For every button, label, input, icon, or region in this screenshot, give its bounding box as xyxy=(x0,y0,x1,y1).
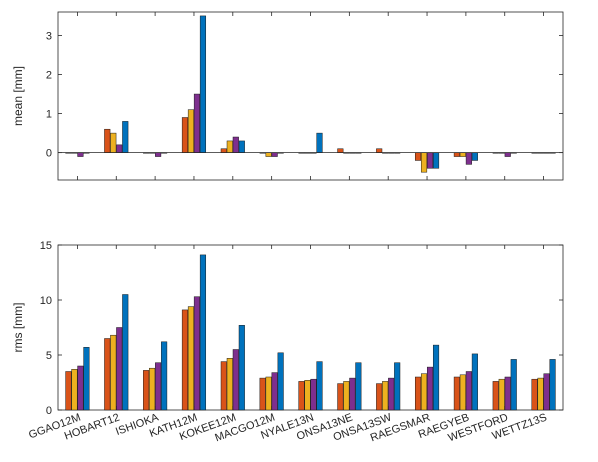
rms-bar-ishioka-s3 xyxy=(155,362,162,411)
rms-bar-raegsmar-s3 xyxy=(426,366,434,411)
mean-bar-ishioka-s3 xyxy=(155,152,162,157)
mean-bar-kath12m-s4 xyxy=(199,15,207,153)
rms-bar-nyale13n-s2 xyxy=(304,380,311,411)
rms-bar-ishioka-s1 xyxy=(143,370,150,411)
rms-bar-raegyeb-s2 xyxy=(459,374,466,411)
rms-bar-hobart12-s3 xyxy=(116,327,123,411)
rms-bar-hobart12-s1 xyxy=(104,338,111,411)
mean-bar-raegyeb-s3 xyxy=(465,152,472,165)
rms-bar-hobart12-s4 xyxy=(122,294,129,411)
rms-bar-raegsmar-s2 xyxy=(420,373,428,411)
rms-bar-nyale13n-s3 xyxy=(310,378,317,411)
rms-bar-ggao12m-s4 xyxy=(83,347,90,411)
mean-bar-raegsmar-s1 xyxy=(414,152,422,161)
rms-bar-macgo12m-s3 xyxy=(271,372,278,411)
rms-bar-nyale13n-s4 xyxy=(316,361,323,411)
rms-bar-onsa13sw-s3 xyxy=(388,377,395,411)
mean-bar-raegyeb-s4 xyxy=(471,152,478,161)
rms-bar-raegsmar-s1 xyxy=(414,376,422,411)
mean-bar-kokee12m-s2 xyxy=(226,140,233,153)
mean-bar-ggao12m-s3 xyxy=(77,152,84,157)
mean-bar-kath12m-s2 xyxy=(187,109,195,153)
mean-bar-westford-s3 xyxy=(504,152,511,157)
rms-y-tick-label: 10 xyxy=(40,295,52,307)
mean-bar-onsa13ne-s1 xyxy=(337,148,344,153)
rms-bar-ishioka-s4 xyxy=(161,341,168,411)
mean-y-tick-label: 2 xyxy=(46,70,52,82)
mean-bar-kokee12m-s4 xyxy=(238,140,245,153)
mean-y-tick-label: 1 xyxy=(46,109,52,121)
rms-bar-raegsmar-s4 xyxy=(432,344,440,411)
rms-bar-wettz13s-s3 xyxy=(543,373,550,411)
rms-bar-wettz13s-s4 xyxy=(549,359,556,411)
rms-y-axis-label: rms [mm] xyxy=(11,303,25,353)
mean-bar-hobart12-s4 xyxy=(122,121,129,153)
mean-bar-macgo12m-s3 xyxy=(271,152,278,157)
rms-bar-hobart12-s2 xyxy=(110,334,117,411)
rms-bar-kokee12m-s4 xyxy=(238,325,245,411)
mean-bar-raegsmar-s4 xyxy=(432,152,440,169)
rms-bar-onsa13ne-s2 xyxy=(343,381,350,411)
rms-bar-wettz13s-s2 xyxy=(537,377,544,411)
rms-bar-ggao12m-s1 xyxy=(65,371,72,411)
rms-bar-kokee12m-s1 xyxy=(220,361,227,411)
rms-bar-onsa13sw-s2 xyxy=(382,381,389,411)
rms-bar-kath12m-s4 xyxy=(199,254,207,411)
rms-y-tick-label: 0 xyxy=(46,405,52,417)
rms-bar-ishioka-s2 xyxy=(149,367,156,411)
mean-y-tick-label: 0 xyxy=(46,148,52,160)
rms-bar-onsa13ne-s1 xyxy=(337,383,344,411)
rms-bar-kath12m-s2 xyxy=(187,306,195,411)
rms-bar-onsa13sw-s1 xyxy=(376,383,383,411)
rms-bar-raegyeb-s3 xyxy=(465,371,472,411)
rms-bar-ggao12m-s3 xyxy=(77,365,84,411)
rms-y-tick-label: 5 xyxy=(46,350,52,362)
mean-bar-raegyeb-s1 xyxy=(453,152,460,157)
rms-y-tick-label: 15 xyxy=(40,240,52,252)
rms-bar-onsa13ne-s3 xyxy=(349,377,356,411)
mean-bar-raegsmar-s3 xyxy=(426,152,434,169)
rms-bar-onsa13ne-s4 xyxy=(355,362,362,411)
mean-bar-kokee12m-s3 xyxy=(232,136,239,153)
rms-bar-westford-s4 xyxy=(510,359,517,411)
rms-bar-macgo12m-s1 xyxy=(259,377,266,411)
mean-bar-raegyeb-s2 xyxy=(459,152,466,157)
mean-bar-kath12m-s3 xyxy=(193,93,201,153)
rms-bar-ggao12m-s2 xyxy=(71,369,78,411)
rms-bar-westford-s3 xyxy=(504,376,511,411)
rms-bar-wettz13s-s1 xyxy=(531,378,538,411)
mean-bar-hobart12-s2 xyxy=(110,132,117,153)
mean-y-tick-label: 3 xyxy=(46,30,52,42)
mean-bar-hobart12-s3 xyxy=(116,144,123,153)
mean-bar-raegsmar-s2 xyxy=(420,152,428,173)
mean-bar-onsa13sw-s1 xyxy=(376,148,383,153)
rms-bar-westford-s1 xyxy=(492,381,499,411)
rms-bar-kokee12m-s2 xyxy=(226,358,233,411)
mean-y-axis-label: mean [mm] xyxy=(11,66,25,126)
rms-bar-onsa13sw-s4 xyxy=(394,362,401,411)
rms-bar-westford-s2 xyxy=(498,378,505,411)
mean-axes-box xyxy=(57,11,564,181)
rms-bar-macgo12m-s4 xyxy=(277,352,284,411)
rms-bar-kath12m-s1 xyxy=(181,309,189,411)
mean-bar-kath12m-s1 xyxy=(181,117,189,153)
rms-bar-nyale13n-s1 xyxy=(298,381,305,411)
mean-bar-macgo12m-s2 xyxy=(265,152,272,157)
rms-bar-macgo12m-s2 xyxy=(265,376,272,411)
mean-bar-hobart12-s1 xyxy=(104,128,111,153)
rms-bar-kokee12m-s3 xyxy=(232,349,239,411)
rms-bar-raegyeb-s4 xyxy=(471,353,478,411)
rms-bar-kath12m-s3 xyxy=(193,296,201,411)
mean-bar-kokee12m-s1 xyxy=(220,148,227,153)
mean-panel: 0 1 2 3 mean [mm] xyxy=(11,11,564,181)
mean-bar-nyale13n-s4 xyxy=(316,132,323,153)
rms-bar-raegyeb-s1 xyxy=(453,376,460,411)
